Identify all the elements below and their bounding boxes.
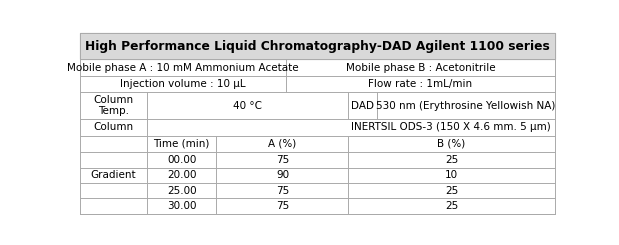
Text: Gradient: Gradient (90, 170, 136, 180)
Text: 90: 90 (276, 170, 289, 180)
Text: High Performance Liquid Chromatography-DAD Agilent 1100 series: High Performance Liquid Chromatography-D… (85, 40, 550, 53)
Text: B (%): B (%) (438, 139, 465, 149)
Text: 75: 75 (276, 201, 289, 211)
Text: 10: 10 (445, 170, 458, 180)
Text: 00.00: 00.00 (167, 155, 196, 165)
Text: 20.00: 20.00 (167, 170, 196, 180)
Text: Column
Temp.: Column Temp. (93, 95, 134, 116)
Text: Mobile phase A : 10 mM Ammonium Acetate: Mobile phase A : 10 mM Ammonium Acetate (67, 63, 299, 73)
Text: DAD: DAD (352, 100, 374, 110)
Text: 25: 25 (445, 155, 458, 165)
Text: 75: 75 (276, 186, 289, 196)
Text: Mobile phase B : Acetonitrile: Mobile phase B : Acetonitrile (345, 63, 495, 73)
Text: Flow rate : 1mL/min: Flow rate : 1mL/min (368, 79, 472, 89)
Text: Injection volume : 10 μL: Injection volume : 10 μL (120, 79, 246, 89)
Text: 40 °C: 40 °C (233, 100, 262, 110)
Text: A (%): A (%) (268, 139, 297, 149)
Text: 25: 25 (445, 201, 458, 211)
Text: Time (min): Time (min) (154, 139, 210, 149)
Text: INERTSIL ODS-3 (150 X 4.6 mm. 5 μm): INERTSIL ODS-3 (150 X 4.6 mm. 5 μm) (351, 122, 550, 132)
Text: 530 nm (Erythrosine Yellowish NA): 530 nm (Erythrosine Yellowish NA) (376, 100, 556, 110)
Text: 25.00: 25.00 (167, 186, 196, 196)
Text: 30.00: 30.00 (167, 201, 196, 211)
Text: 75: 75 (276, 155, 289, 165)
Text: Column: Column (93, 122, 134, 132)
Bar (80, 33, 555, 59)
Text: 25: 25 (445, 186, 458, 196)
